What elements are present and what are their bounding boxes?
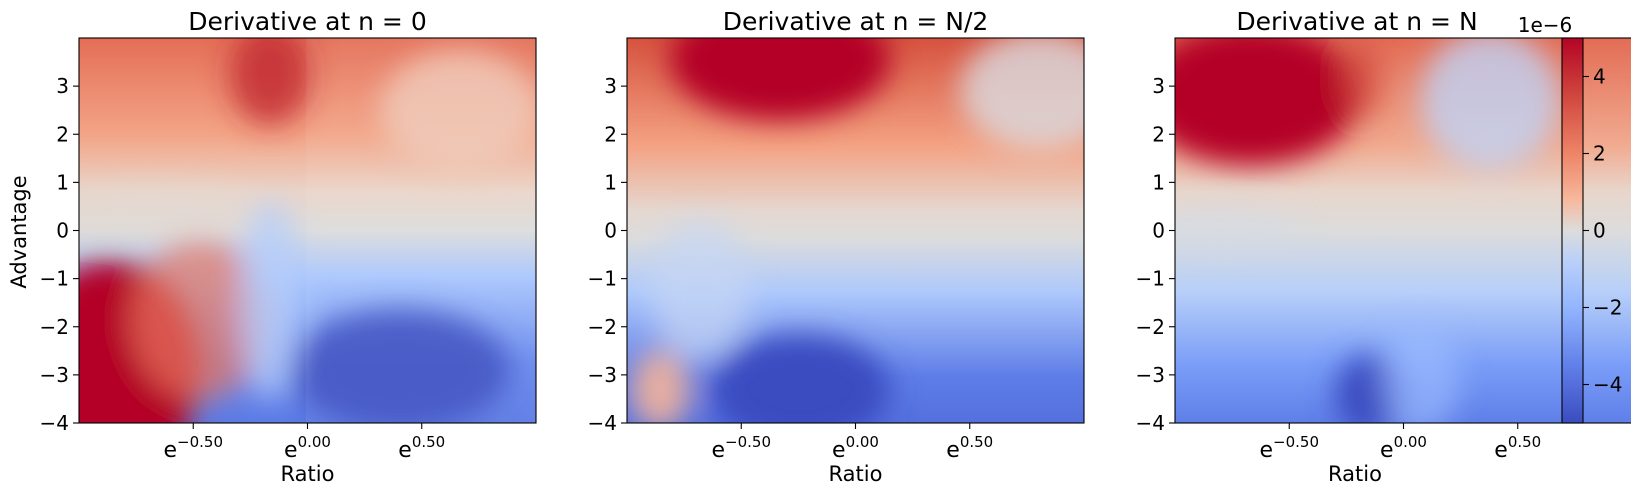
colorbar-scale-label: 1e−6 [1518, 13, 1573, 37]
y-tick-label: 0 [1152, 219, 1165, 243]
y-tick-label: 3 [1152, 74, 1165, 98]
y-tick-label: −1 [40, 267, 69, 291]
y-tick-label: 3 [56, 74, 69, 98]
colorbar-tick-label: −2 [1593, 296, 1622, 320]
chart-title-p3: Derivative at n = N [1236, 7, 1477, 36]
y-tick-label: 0 [56, 219, 69, 243]
y-tick-label: −2 [40, 315, 69, 339]
heatmap-image-p2 [627, 38, 1084, 423]
axis-ticks: 3 2 1 0 −1 −2 −3 −4 e−0.50 e0.00 e0.50 3 2 1 0 −1 −2 −3 −4… [40, 65, 1623, 464]
y-tick-label: −4 [588, 411, 617, 435]
x-tick-label: e0.50 [1494, 433, 1541, 463]
x-axis-label-p1: Ratio [281, 462, 335, 486]
heatmap-image-p1 [79, 38, 536, 423]
y-tick-label: 0 [604, 219, 617, 243]
y-tick-label: 1 [604, 170, 617, 194]
y-tick-label: −3 [1136, 363, 1165, 387]
x-axis-label-p2: Ratio [829, 462, 883, 486]
y-tick-label: 2 [1152, 122, 1165, 146]
y-tick-label: −1 [1136, 267, 1165, 291]
x-axis-label-p3: Ratio [1328, 462, 1382, 486]
colorbar-tick-label: 0 [1593, 219, 1606, 243]
y-tick-label: −3 [588, 363, 617, 387]
y-tick-label: −2 [588, 315, 617, 339]
y-tick-label: 3 [604, 74, 617, 98]
y-tick-label: −2 [1136, 315, 1165, 339]
y-tick-label: −1 [588, 267, 617, 291]
x-tick-label: e−0.50 [711, 433, 771, 463]
x-tick-label: e−0.50 [163, 433, 223, 463]
chart-title-p1: Derivative at n = 0 [188, 7, 427, 36]
y-tick-label: −4 [1136, 411, 1165, 435]
y-tick-label: −3 [40, 363, 69, 387]
colorbar-tick-label: 4 [1593, 65, 1606, 89]
y-axis-label-p1: Advantage [7, 175, 31, 288]
x-tick-label: e0.00 [832, 433, 879, 463]
chart-title-p2: Derivative at n = N/2 [723, 7, 989, 36]
colorbar-gradient [1562, 38, 1583, 423]
x-tick-label: e0.00 [1380, 433, 1427, 463]
y-tick-label: 1 [1152, 170, 1165, 194]
y-tick-label: −4 [40, 411, 69, 435]
x-tick-label: e0.00 [284, 433, 331, 463]
x-tick-label: e0.50 [398, 433, 445, 463]
y-tick-label: 2 [56, 122, 69, 146]
y-tick-label: 1 [56, 170, 69, 194]
heatmap-image-p3 [1175, 38, 1631, 423]
x-tick-label: e−0.50 [1259, 433, 1319, 463]
colorbar-tick-label: 2 [1593, 142, 1606, 166]
colorbar-tick-label: −4 [1593, 373, 1622, 397]
x-tick-label: e0.50 [946, 433, 993, 463]
y-tick-label: 2 [604, 122, 617, 146]
